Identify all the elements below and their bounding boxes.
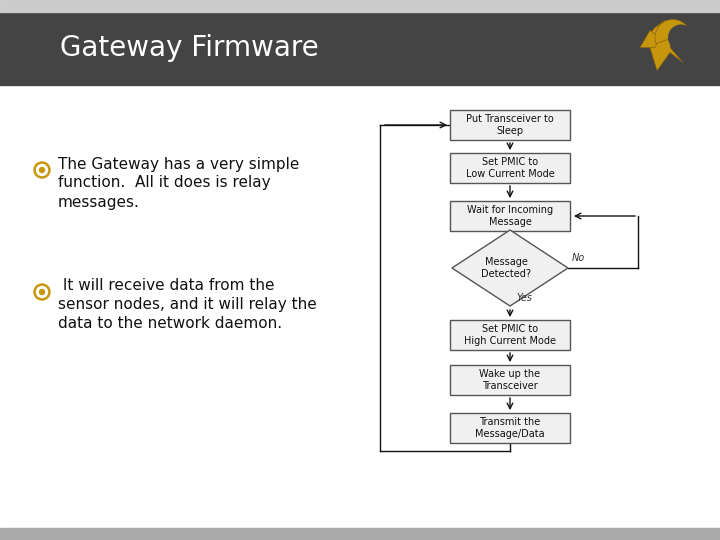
Text: Wait for Incoming
Message: Wait for Incoming Message — [467, 205, 553, 227]
Text: sensor nodes, and it will relay the: sensor nodes, and it will relay the — [58, 298, 317, 313]
Wedge shape — [655, 19, 688, 44]
Bar — [450, 110, 570, 140]
Text: The Gateway has a very simple: The Gateway has a very simple — [58, 157, 300, 172]
Bar — [450, 320, 570, 350]
Text: Set PMIC to
High Current Mode: Set PMIC to High Current Mode — [464, 324, 556, 346]
Text: No: No — [572, 253, 585, 263]
Text: Message
Detected?: Message Detected? — [481, 257, 531, 279]
Circle shape — [37, 287, 48, 298]
Text: Gateway Firmware: Gateway Firmware — [60, 33, 319, 62]
Polygon shape — [452, 230, 568, 306]
Text: Yes: Yes — [516, 293, 532, 303]
Text: Set PMIC to
Low Current Mode: Set PMIC to Low Current Mode — [466, 157, 554, 179]
Ellipse shape — [632, 8, 698, 78]
Circle shape — [37, 165, 48, 176]
Circle shape — [668, 24, 694, 51]
Text: Transmit the
Message/Data: Transmit the Message/Data — [475, 417, 545, 439]
Circle shape — [40, 289, 45, 294]
Text: Wake up the
Transceiver: Wake up the Transceiver — [480, 369, 541, 391]
Circle shape — [40, 167, 45, 172]
Bar — [0, 0, 720, 12]
Polygon shape — [640, 30, 660, 48]
Bar — [450, 413, 570, 443]
Text: It will receive data from the: It will receive data from the — [58, 279, 274, 294]
Circle shape — [34, 284, 50, 300]
Bar — [0, 528, 720, 540]
Text: function.  All it does is relay: function. All it does is relay — [58, 176, 271, 191]
Bar — [0, 10, 720, 85]
Text: messages.: messages. — [58, 194, 140, 210]
Bar — [0, 85, 720, 528]
Bar — [450, 201, 570, 231]
Circle shape — [34, 162, 50, 178]
Text: Put Transceiver to
Sleep: Put Transceiver to Sleep — [466, 114, 554, 136]
Bar — [450, 365, 570, 395]
Polygon shape — [647, 21, 683, 71]
Text: data to the network daemon.: data to the network daemon. — [58, 316, 282, 332]
Bar — [450, 153, 570, 183]
